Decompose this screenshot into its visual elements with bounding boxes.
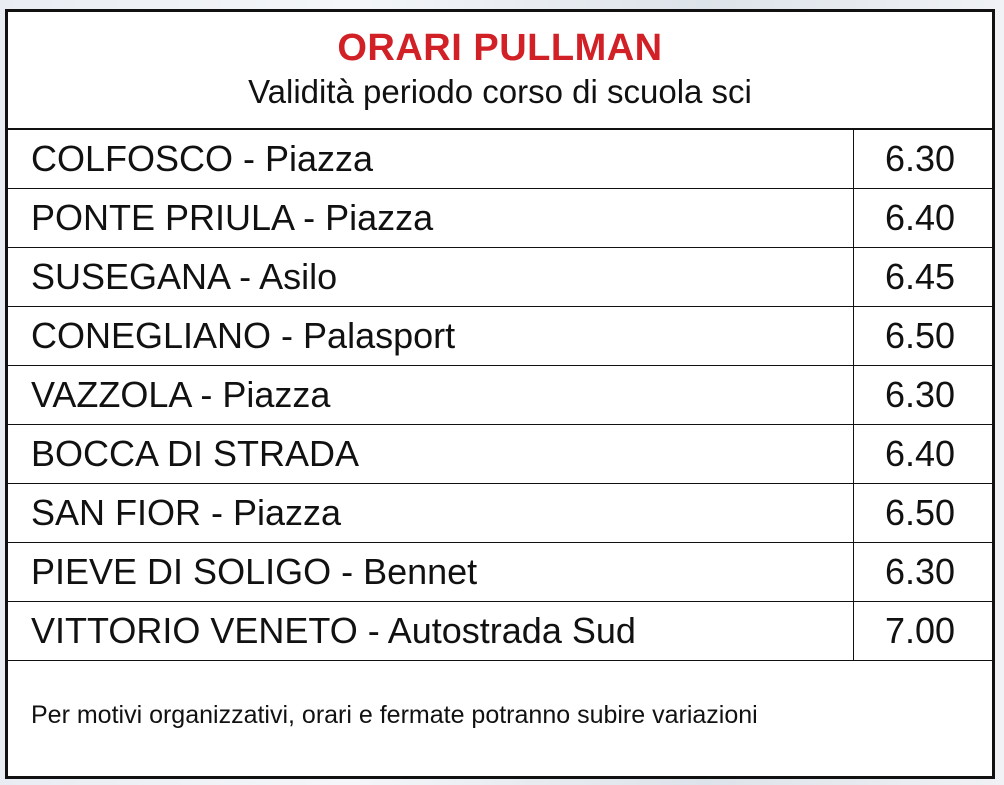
table-row: BOCCA DI STRADA 6.40 xyxy=(8,424,992,484)
stop-name: SUSEGANA - Asilo xyxy=(8,247,854,307)
schedule-card: ORARI PULLMAN Validità periodo corso di … xyxy=(5,9,995,779)
table-row: CONEGLIANO - Palasport 6.50 xyxy=(8,306,992,366)
departure-time: 6.30 xyxy=(853,365,992,425)
table-row: VAZZOLA - Piazza 6.30 xyxy=(8,365,992,425)
schedule-header: ORARI PULLMAN Validità periodo corso di … xyxy=(8,12,992,130)
footer-note: Per motivi organizzativi, orari e fermat… xyxy=(31,701,758,729)
departure-time: 7.00 xyxy=(853,601,992,661)
stop-name: CONEGLIANO - Palasport xyxy=(8,306,854,366)
departure-time: 6.45 xyxy=(853,247,992,307)
table-row: PONTE PRIULA - Piazza 6.40 xyxy=(8,188,992,248)
stop-name: VITTORIO VENETO - Autostrada Sud xyxy=(8,601,854,661)
stop-name: PIEVE DI SOLIGO - Bennet xyxy=(8,542,854,602)
stop-name: PONTE PRIULA - Piazza xyxy=(8,188,854,248)
stop-name: VAZZOLA - Piazza xyxy=(8,365,854,425)
departure-time: 6.40 xyxy=(853,424,992,484)
schedule-table: COLFOSCO - Piazza 6.30 PONTE PRIULA - Pi… xyxy=(8,130,992,661)
departure-time: 6.30 xyxy=(853,130,992,189)
table-row: SAN FIOR - Piazza 6.50 xyxy=(8,483,992,543)
table-row: COLFOSCO - Piazza 6.30 xyxy=(8,130,992,189)
departure-time: 6.50 xyxy=(853,306,992,366)
departure-time: 6.50 xyxy=(853,483,992,543)
table-row: SUSEGANA - Asilo 6.45 xyxy=(8,247,992,307)
page-subtitle: Validità periodo corso di scuola sci xyxy=(248,73,752,110)
stop-name: SAN FIOR - Piazza xyxy=(8,483,854,543)
table-row: PIEVE DI SOLIGO - Bennet 6.30 xyxy=(8,542,992,602)
stop-name: COLFOSCO - Piazza xyxy=(8,130,854,189)
departure-time: 6.40 xyxy=(853,188,992,248)
departure-time: 6.30 xyxy=(853,542,992,602)
table-row: VITTORIO VENETO - Autostrada Sud 7.00 xyxy=(8,601,992,661)
stop-name: BOCCA DI STRADA xyxy=(8,424,854,484)
page-title: ORARI PULLMAN xyxy=(337,27,663,69)
